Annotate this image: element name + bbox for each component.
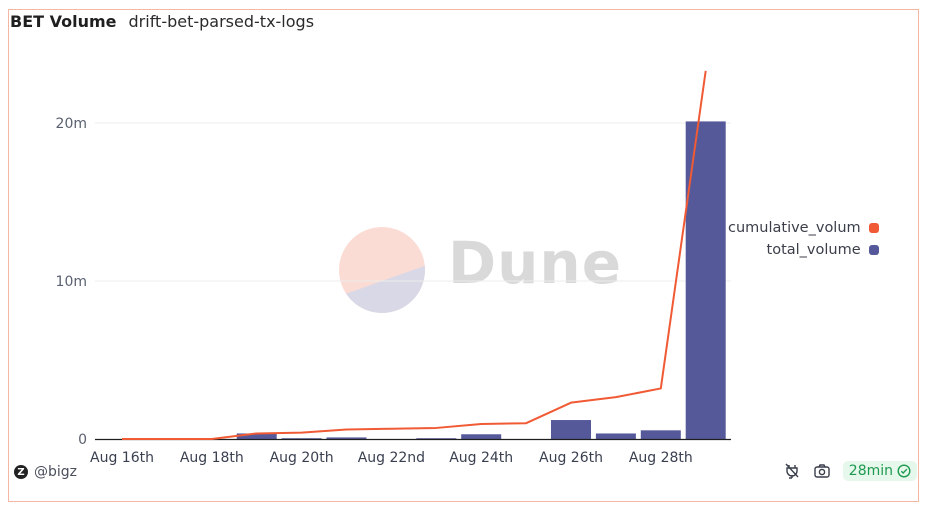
legend-swatch-orange bbox=[868, 223, 879, 233]
footer-actions: 28min bbox=[783, 461, 917, 481]
refresh-status-badge[interactable]: 28min bbox=[842, 461, 917, 481]
y-tick-label: 10m bbox=[56, 274, 87, 290]
author-info[interactable]: Z @bigz bbox=[14, 464, 77, 480]
x-tick-label: Aug 18th bbox=[180, 450, 244, 466]
chart-title: BET Volume bbox=[10, 12, 117, 31]
line-cumulative-volume[interactable] bbox=[122, 70, 707, 440]
legend-swatch-purple bbox=[868, 245, 879, 255]
dune-logo-icon bbox=[337, 225, 427, 319]
author-name[interactable]: @bigz bbox=[34, 464, 78, 480]
bar-total-volume[interactable] bbox=[461, 434, 502, 439]
avatar: Z bbox=[14, 465, 28, 479]
camera-icon[interactable] bbox=[813, 462, 831, 480]
x-tick-label: Aug 20th bbox=[270, 450, 334, 466]
watermark-text: Dune bbox=[448, 229, 623, 297]
legend-label: total_volume bbox=[766, 242, 861, 258]
x-tick-label: Aug 26th bbox=[539, 450, 603, 466]
bar-total-volume[interactable] bbox=[551, 420, 591, 439]
legend-label: cumulative_volum bbox=[728, 220, 861, 236]
embed-icon[interactable] bbox=[783, 462, 801, 480]
x-tick-label: Aug 22nd bbox=[358, 450, 425, 466]
legend: cumulative_volum total_volume bbox=[728, 220, 879, 258]
y-tick-label: 0 bbox=[78, 432, 87, 448]
legend-item-total[interactable]: total_volume bbox=[767, 242, 879, 258]
x-tick-label: Aug 16th bbox=[90, 450, 154, 466]
y-tick-label: 20m bbox=[56, 116, 87, 132]
query-name-link[interactable]: drift-bet-parsed-tx-logs bbox=[128, 12, 315, 31]
x-tick-label: Aug 28th bbox=[629, 450, 693, 466]
bar-total-volume[interactable] bbox=[595, 433, 636, 439]
legend-item-cumulative[interactable]: cumulative_volum bbox=[728, 220, 879, 236]
chart-card bbox=[8, 9, 919, 502]
x-tick-label: Aug 24th bbox=[449, 450, 513, 466]
bar-total-volume[interactable] bbox=[640, 430, 681, 439]
chart-header: BET Volume drift-bet-parsed-tx-logs bbox=[10, 12, 314, 31]
bar-total-volume[interactable] bbox=[326, 437, 367, 439]
refresh-time: 28min bbox=[848, 463, 893, 479]
bar-total-volume[interactable] bbox=[236, 433, 277, 439]
bar-total-volume[interactable] bbox=[685, 121, 726, 440]
check-badge-icon bbox=[897, 464, 911, 478]
